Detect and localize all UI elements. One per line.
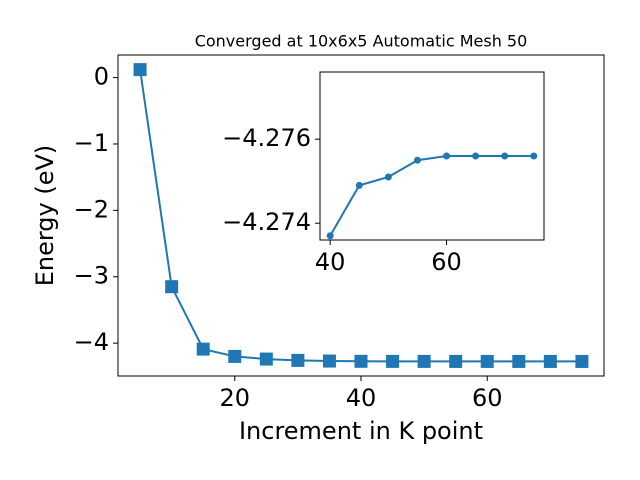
x-tick-label: 60 <box>472 384 503 412</box>
y-tick-label: −4.276 <box>222 124 311 152</box>
plot-area <box>319 71 545 241</box>
marker <box>480 354 494 368</box>
marker <box>443 152 451 160</box>
y-tick-label: 0 <box>94 63 109 91</box>
x-tick-label: 20 <box>219 384 250 412</box>
y-tick-label: −2 <box>74 195 109 223</box>
x-axis-label: Increment in K point <box>239 417 483 445</box>
marker <box>449 354 463 368</box>
marker <box>417 354 431 368</box>
marker <box>259 352 273 366</box>
marker <box>326 232 334 240</box>
marker <box>196 342 210 356</box>
y-tick-label: −3 <box>74 262 109 290</box>
marker <box>413 156 421 164</box>
marker <box>575 354 589 368</box>
marker <box>228 349 242 363</box>
x-tick-label: 60 <box>431 248 462 276</box>
marker <box>512 354 526 368</box>
marker <box>165 280 179 294</box>
y-tick-label: −4.274 <box>222 208 311 236</box>
y-axis-label: Energy (eV) <box>31 145 59 287</box>
line <box>329 155 534 237</box>
marker <box>472 152 480 160</box>
x-tick-label: 40 <box>315 248 346 276</box>
x-tick-label: 40 <box>346 384 377 412</box>
marker <box>354 354 368 368</box>
marker <box>501 152 509 160</box>
marker <box>386 354 400 368</box>
marker <box>355 181 363 189</box>
chart-title: Converged at 10x6x5 Automatic Mesh 50 <box>195 32 528 51</box>
y-tick-label: −4 <box>74 328 109 356</box>
marker <box>384 173 392 181</box>
marker <box>543 354 557 368</box>
y-tick-label: −1 <box>74 129 109 157</box>
marker <box>291 353 305 367</box>
marker <box>322 354 336 368</box>
marker <box>530 152 538 160</box>
marker <box>133 63 147 77</box>
